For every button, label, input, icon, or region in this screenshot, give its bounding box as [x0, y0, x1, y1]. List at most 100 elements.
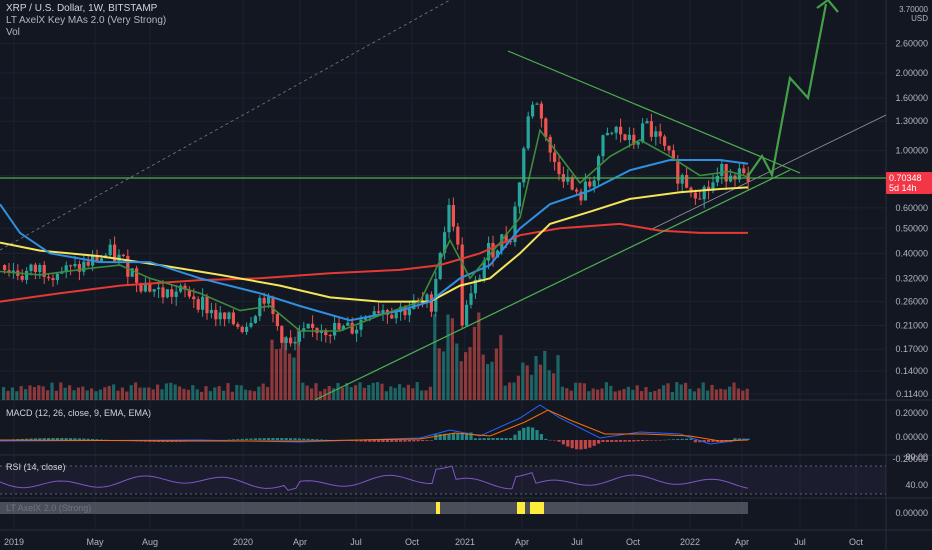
volume-bar: [248, 390, 252, 400]
volume-bar: [19, 386, 23, 400]
volume-bar: [560, 386, 564, 400]
volume-bar: [420, 390, 424, 400]
macd-histogram-bar: [548, 439, 552, 441]
volume-bar: [362, 387, 366, 400]
macd-histogram-bar: [619, 440, 623, 442]
volume-bar: [508, 382, 512, 400]
macd-histogram-bar: [491, 438, 495, 440]
volume-bar: [653, 391, 657, 400]
dashed-trendline: [0, 0, 451, 251]
indicator-label-vol[interactable]: Vol: [6, 27, 20, 38]
macd-histogram-bar: [473, 438, 477, 440]
candle-body: [394, 312, 398, 319]
candle-body: [522, 148, 526, 183]
volume-bar: [354, 385, 358, 400]
volume-bar: [692, 391, 696, 400]
macd-histogram-bar: [601, 440, 605, 442]
macd-histogram-bar: [667, 439, 671, 441]
macd-histogram-bar: [363, 440, 367, 442]
axelx-label[interactable]: LT AxelX 2.0 (Strong): [6, 503, 92, 513]
time-axis-label: Jul: [794, 537, 806, 547]
macd-histogram-bar: [746, 438, 750, 440]
volume-bar: [54, 390, 58, 400]
candle-body: [179, 285, 183, 292]
macd-histogram-bar: [38, 438, 42, 440]
volume-bar: [340, 387, 344, 400]
candle-body: [25, 270, 29, 280]
macd-histogram-bar: [443, 433, 447, 440]
candle-body: [676, 160, 680, 184]
macd-histogram-bar: [438, 434, 442, 440]
volume-bar: [81, 386, 85, 400]
long-trendline: [649, 114, 887, 231]
volume-bar: [191, 385, 195, 400]
volume-bar: [28, 385, 32, 400]
axelx-axis-label: 0.00000: [895, 508, 928, 518]
axelx-signal: [530, 502, 544, 514]
candle-body: [658, 131, 662, 137]
volume-bar: [547, 370, 551, 400]
volume-bar: [662, 385, 666, 400]
candle-body: [130, 268, 134, 277]
volume-bar: [85, 390, 89, 400]
volume-bar: [701, 382, 705, 400]
candle-body: [267, 296, 271, 304]
macd-histogram-bar: [297, 438, 301, 440]
volume-bar: [516, 375, 520, 400]
candle-body: [240, 326, 244, 332]
macd-histogram-bar: [526, 426, 530, 440]
time-axis-label: Apr: [293, 537, 307, 547]
candle-body: [306, 323, 310, 329]
candle-body: [443, 232, 447, 254]
macd-histogram-bar: [685, 438, 689, 440]
volume-bar: [217, 386, 221, 400]
candle-body: [451, 204, 455, 227]
volume-bar: [323, 388, 327, 400]
volume-bar: [402, 387, 406, 400]
macd-histogram-bar: [311, 438, 315, 440]
candle-body: [152, 289, 156, 292]
macd-histogram-bar: [641, 440, 645, 442]
candle-body: [619, 126, 623, 135]
volume-bar: [455, 343, 459, 400]
candle-body: [73, 263, 77, 267]
volume-bar: [226, 383, 230, 400]
candle-body: [557, 162, 561, 175]
candle-body: [161, 287, 165, 298]
candle-body: [11, 270, 15, 273]
volume-bar: [10, 387, 14, 400]
indicator-label-keymas[interactable]: LT AxelX Key MAs 2.0 (Very Strong): [6, 15, 167, 26]
candle-body: [711, 182, 715, 191]
candle-body: [742, 168, 746, 174]
candle-body: [403, 306, 407, 316]
volume-bar: [428, 386, 432, 400]
rsi-label[interactable]: RSI (14, close): [6, 462, 66, 472]
axelx-signal: [436, 502, 440, 514]
macd-histogram-bar: [372, 440, 376, 442]
candle-body: [627, 134, 631, 140]
candle-body: [337, 323, 341, 330]
volume-bar: [41, 386, 45, 400]
macd-label[interactable]: MACD (12, 26, close, 9, EMA, EMA): [6, 408, 152, 418]
candle-body: [473, 279, 477, 294]
volume-bar: [244, 389, 248, 400]
candle-body: [715, 175, 719, 183]
macd-histogram-bar: [236, 439, 240, 440]
macd-histogram-bar: [377, 440, 381, 442]
ascending-trendline: [314, 169, 791, 401]
volume-bar: [98, 389, 102, 400]
candle-body: [689, 187, 693, 193]
candle-body: [469, 293, 473, 305]
ma-green-line: [0, 128, 749, 332]
macd-histogram-bar: [434, 434, 438, 440]
volume-bar: [367, 384, 371, 400]
macd-histogram-bar: [733, 438, 737, 440]
chart-title: XRP / U.S. Dollar, 1W, BITSTAMP: [6, 3, 158, 14]
volume-bar: [569, 390, 573, 400]
volume-bar: [24, 389, 28, 400]
volume-bar: [503, 385, 507, 400]
volume-bar: [164, 383, 168, 400]
candle-body: [702, 186, 706, 200]
rsi-line: [0, 465, 749, 491]
